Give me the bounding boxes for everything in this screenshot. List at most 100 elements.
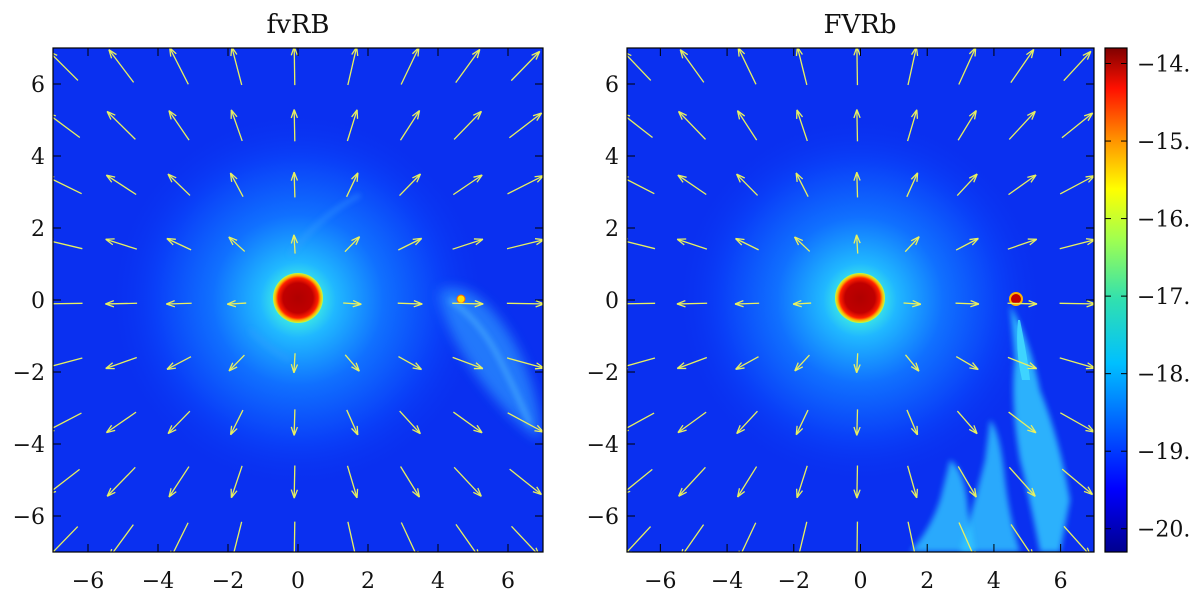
velocity-arrow bbox=[105, 238, 138, 250]
velocity-arrow bbox=[509, 468, 542, 496]
velocity-arrow bbox=[399, 410, 421, 435]
velocity-arrow bbox=[227, 299, 247, 308]
velocity-arrow bbox=[228, 236, 246, 252]
panel-fvrb-upper: FVRb −6 −4 −2 0 2 4 6 −6 −4 −2 0 2 4 6 bbox=[587, 10, 1095, 594]
velocity-arrow bbox=[166, 300, 192, 308]
x-tick-label: 0 bbox=[854, 569, 868, 594]
velocity-arrow bbox=[957, 110, 977, 141]
velocity-arrow bbox=[53, 300, 83, 307]
velocity-arrow bbox=[677, 174, 707, 196]
y-tick-label: 0 bbox=[605, 289, 619, 314]
velocity-arrow bbox=[166, 237, 192, 251]
velocity-arrow bbox=[1010, 524, 1033, 552]
colorbar-ticks: −14. −15. −16. −17. −18. −19. −20. bbox=[1105, 53, 1190, 543]
velocity-arrow bbox=[1008, 466, 1036, 497]
velocity-arrow bbox=[734, 300, 760, 308]
y-tick-label: −2 bbox=[587, 361, 619, 386]
velocity-arrow bbox=[736, 173, 759, 196]
velocity-arrow bbox=[293, 521, 296, 552]
velocity-arrow bbox=[106, 110, 136, 140]
y-tick-label: −6 bbox=[13, 505, 45, 530]
central-core bbox=[273, 273, 323, 323]
velocity-arrow bbox=[795, 521, 808, 552]
colorbar-tick-label: −14. bbox=[1137, 53, 1190, 78]
velocity-arrow bbox=[1007, 238, 1038, 250]
x-tick-label: −4 bbox=[711, 569, 743, 594]
velocity-arrow bbox=[677, 411, 707, 434]
x-tick-label: 6 bbox=[1054, 569, 1068, 594]
colorbar-tick-label: −16. bbox=[1137, 208, 1190, 233]
velocity-arrow bbox=[53, 176, 82, 195]
velocity-arrow bbox=[904, 236, 920, 253]
velocity-arrow bbox=[627, 300, 656, 308]
velocity-arrow bbox=[1007, 356, 1038, 370]
velocity-arrow bbox=[229, 409, 244, 436]
velocity-arrow bbox=[736, 110, 758, 141]
velocity-arrow bbox=[398, 355, 423, 371]
velocity-arrow bbox=[796, 109, 808, 142]
velocity-arrow bbox=[903, 299, 922, 308]
velocity-arrow bbox=[346, 409, 359, 436]
velocity-arrow bbox=[400, 466, 421, 498]
velocity-arrow bbox=[627, 526, 652, 552]
velocity-arrow bbox=[906, 109, 919, 142]
velocity-arrow bbox=[955, 300, 980, 308]
companion-point bbox=[456, 294, 466, 304]
velocity-arrow bbox=[627, 114, 653, 139]
velocity-arrow bbox=[676, 356, 708, 370]
x-tick-label: −6 bbox=[72, 569, 104, 594]
x-tick-label: 2 bbox=[920, 569, 934, 594]
colorbar-gradient bbox=[1105, 48, 1127, 552]
velocity-arrow bbox=[455, 48, 481, 83]
arc-structure bbox=[288, 193, 361, 256]
velocity-arrow bbox=[853, 353, 861, 374]
velocity-arrow bbox=[1007, 300, 1038, 308]
velocity-arrow bbox=[453, 411, 483, 434]
plume bbox=[910, 460, 975, 552]
velocity-arrow bbox=[958, 522, 976, 552]
velocity-arrow bbox=[166, 356, 192, 370]
axis-ticks: −6 −4 −2 0 2 4 6 −6 −4 −2 0 2 4 6 bbox=[13, 48, 543, 594]
velocity-arrow bbox=[853, 234, 861, 254]
x-tick-label: 6 bbox=[501, 569, 515, 594]
y-tick-label: 6 bbox=[605, 73, 619, 98]
companion-wake bbox=[440, 288, 540, 440]
velocity-arrow bbox=[230, 465, 243, 499]
velocity-arrow bbox=[346, 172, 359, 198]
velocity-arrow bbox=[230, 109, 243, 142]
y-tick-label: −4 bbox=[587, 433, 619, 458]
velocity-arrow bbox=[105, 356, 137, 370]
velocity-arrow bbox=[452, 300, 484, 308]
velocity-arrow bbox=[853, 109, 861, 142]
velocity-arrow bbox=[736, 410, 758, 435]
colorbar-tick-label: −17. bbox=[1137, 285, 1190, 310]
velocity-arrow bbox=[507, 412, 543, 433]
velocity-arrow bbox=[678, 466, 706, 497]
velocity-arrow bbox=[105, 174, 137, 196]
velocity-arrow bbox=[169, 48, 189, 85]
velocity-arrow bbox=[228, 354, 245, 372]
x-tick-label: −6 bbox=[644, 569, 676, 594]
velocity-arrow bbox=[906, 172, 919, 198]
velocity-arrow bbox=[452, 356, 484, 370]
velocity-arrow bbox=[53, 357, 83, 370]
velocity-arrow bbox=[399, 110, 421, 141]
velocity-arrow bbox=[167, 410, 191, 435]
velocity-arrow bbox=[108, 49, 135, 83]
velocity-arrow bbox=[906, 409, 919, 436]
velocity-arrow bbox=[53, 526, 79, 552]
y-tick-label: −4 bbox=[13, 433, 45, 458]
panel-title: fvRB bbox=[267, 10, 330, 40]
velocity-arrow bbox=[290, 109, 299, 142]
velocity-arrow bbox=[1008, 411, 1037, 434]
velocity-arrow bbox=[677, 110, 706, 140]
velocity-arrow bbox=[53, 412, 82, 432]
velocity-arrow bbox=[676, 300, 708, 308]
x-tick-label: 4 bbox=[431, 569, 445, 594]
velocity-arrow bbox=[110, 524, 134, 552]
velocity-arrow bbox=[290, 465, 299, 499]
velocity-arrow bbox=[105, 300, 138, 308]
velocity-arrow bbox=[399, 173, 422, 197]
y-tick-label: 6 bbox=[31, 73, 45, 98]
